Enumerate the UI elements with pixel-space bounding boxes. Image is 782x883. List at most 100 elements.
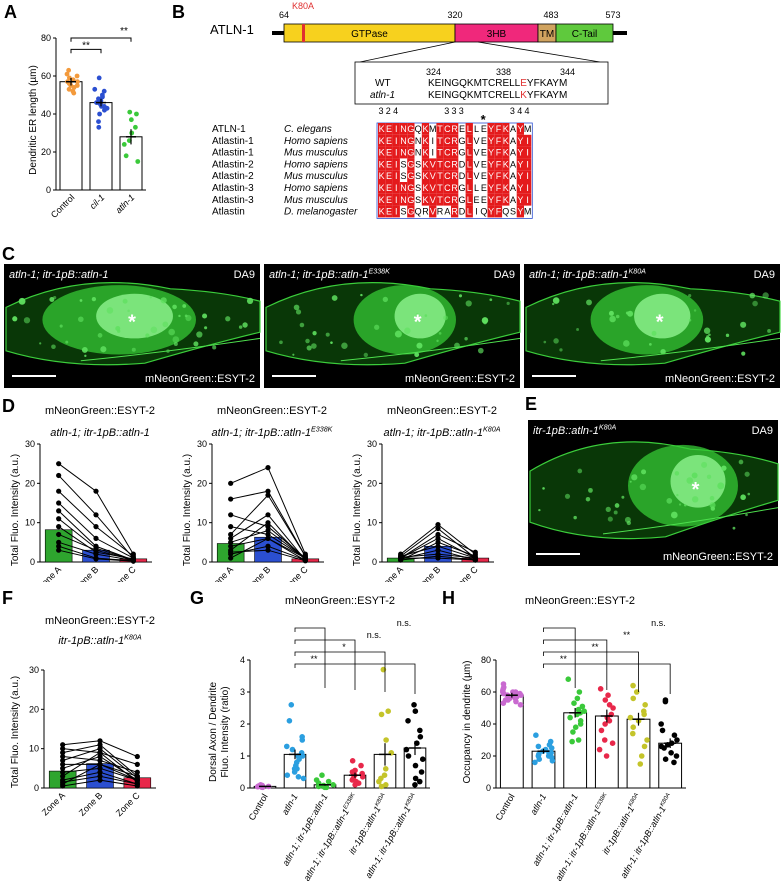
zone-chart-f-subject-point: [97, 765, 103, 771]
align-residue: K: [379, 124, 385, 134]
zone-chart-d2-subject-point: [228, 496, 234, 502]
align-cell: [443, 123, 451, 135]
align-residue: G: [407, 171, 414, 181]
align-cell: [465, 193, 473, 206]
chart-h-data-point: [576, 689, 583, 695]
chart-g-data-point: [412, 782, 418, 788]
align-cell: [465, 182, 473, 194]
micrograph-e-puncta: [717, 482, 725, 490]
zone-chart-f-zone-label: Zone B: [77, 790, 105, 818]
data-point: [75, 79, 80, 85]
align-residue: N: [415, 148, 422, 158]
align-residue: R: [451, 124, 458, 134]
align-cell: [407, 193, 415, 206]
panel-label-h: H: [442, 588, 455, 608]
align-residue: S: [415, 171, 421, 181]
zone-chart-d3-y-tick-label: 30: [367, 439, 377, 449]
zoom-pos: 338: [496, 67, 511, 77]
micrograph-c2-puncta: [465, 300, 472, 307]
align-cell: [378, 134, 386, 147]
micrograph-title-sup: E338K: [368, 268, 391, 276]
align-cell: [385, 182, 393, 194]
y-axis-label-line: Fluo. Intensity (ratio): [220, 686, 231, 777]
align-residue: C: [444, 159, 451, 169]
micrograph-title: atln-1; itr-1pB::atln-1E338K: [269, 268, 391, 281]
align-cell: [392, 193, 400, 206]
micrograph-e-puncta: [684, 503, 687, 507]
chart-h-data-point: [610, 705, 616, 711]
chart-h-data-point: [596, 746, 603, 753]
micrograph-e-puncta: [542, 487, 545, 490]
align-cell: [494, 182, 503, 194]
align-cell: [451, 182, 459, 194]
y-axis-label-line: Dorsal Axon / Dendrite: [208, 682, 219, 782]
micrograph-e-puncta: [564, 493, 571, 499]
chart-g-data-point: [284, 772, 291, 778]
micrograph-c1-puncta: [84, 354, 87, 357]
align-residue: T: [437, 136, 443, 146]
align-cell: [451, 146, 459, 159]
align-cell: [443, 170, 451, 182]
align-residue: E: [474, 195, 480, 205]
align-residue: N: [400, 148, 407, 158]
align-number: 2: [386, 106, 391, 116]
chart-g-x-tick-label-main: atln-1: [280, 792, 300, 816]
align-residue: K: [379, 195, 385, 205]
chart-g-sig-label: n.s.: [367, 630, 382, 640]
align-residue: R: [422, 207, 429, 217]
zone-chart-f-subject-point: [60, 769, 66, 775]
align-residue: R: [451, 159, 458, 169]
align-residue: Y: [517, 171, 523, 181]
align-cell: [407, 170, 415, 182]
align-residue: K: [422, 136, 428, 146]
micrograph-c2-puncta: [374, 324, 380, 330]
align-residue: R: [451, 195, 458, 205]
y-tick-label: 40: [41, 109, 51, 119]
micrograph-c2-puncta: [331, 295, 338, 301]
align-cell: [443, 193, 451, 206]
align-residue: A: [510, 124, 516, 134]
micrograph-e-puncta: [701, 461, 708, 468]
seq-hl: K: [520, 90, 527, 101]
zone-chart-d2-subject-point: [265, 547, 271, 553]
align-residue: L: [467, 148, 472, 158]
data-point: [66, 67, 72, 73]
y-tick-label: 20: [41, 147, 51, 157]
panel-c: C * atln-1; itr-1pB::atln-1 DA9 mNeonGreen::…: [0, 240, 782, 390]
micrograph-c1-puncta: [59, 324, 63, 328]
zone-chart-d3-y-tick-label: 10: [367, 518, 377, 528]
align-cell: [407, 146, 415, 159]
micrograph-c3-puncta: [693, 309, 697, 312]
align-cell: [487, 146, 495, 159]
micrograph-c3-puncta: [552, 297, 560, 304]
micrograph-c1-asterisk: *: [128, 311, 136, 333]
zone-chart-f-subject-point: [60, 761, 66, 767]
align-residue: E: [386, 195, 392, 205]
micrograph-c1-puncta: [23, 317, 31, 324]
align-residue: Y: [517, 148, 523, 158]
chart-g-data-point: [359, 774, 366, 780]
micrograph-cell-label: DA9: [754, 269, 775, 281]
align-cell: [399, 182, 408, 194]
micrograph-c1-puncta: [65, 340, 69, 344]
chart-h-data-point: [570, 729, 576, 735]
zone-chart-d2-y-tick-label: 10: [197, 518, 207, 528]
align-residue: N: [415, 136, 422, 146]
align-residue: E: [386, 207, 392, 217]
chart-g-data-point: [382, 766, 389, 772]
align-cell: [421, 123, 430, 135]
micrograph-c3-puncta: [608, 310, 614, 316]
align-cell: [487, 134, 495, 147]
align-residue: F: [496, 124, 502, 134]
zone-chart-d1-y-tick-label: 10: [25, 518, 35, 528]
align-cell: [385, 193, 393, 206]
micrograph-c3-puncta: [704, 336, 711, 343]
chart-g-sig-label: **: [310, 654, 318, 664]
zone-chart-d2-subject-point: [265, 488, 271, 494]
align-residue: C: [444, 183, 451, 193]
align-cell: [385, 123, 393, 135]
align-residue: V: [474, 136, 480, 146]
chart-marker-label: mNeonGreen::ESYT-2: [45, 405, 155, 417]
